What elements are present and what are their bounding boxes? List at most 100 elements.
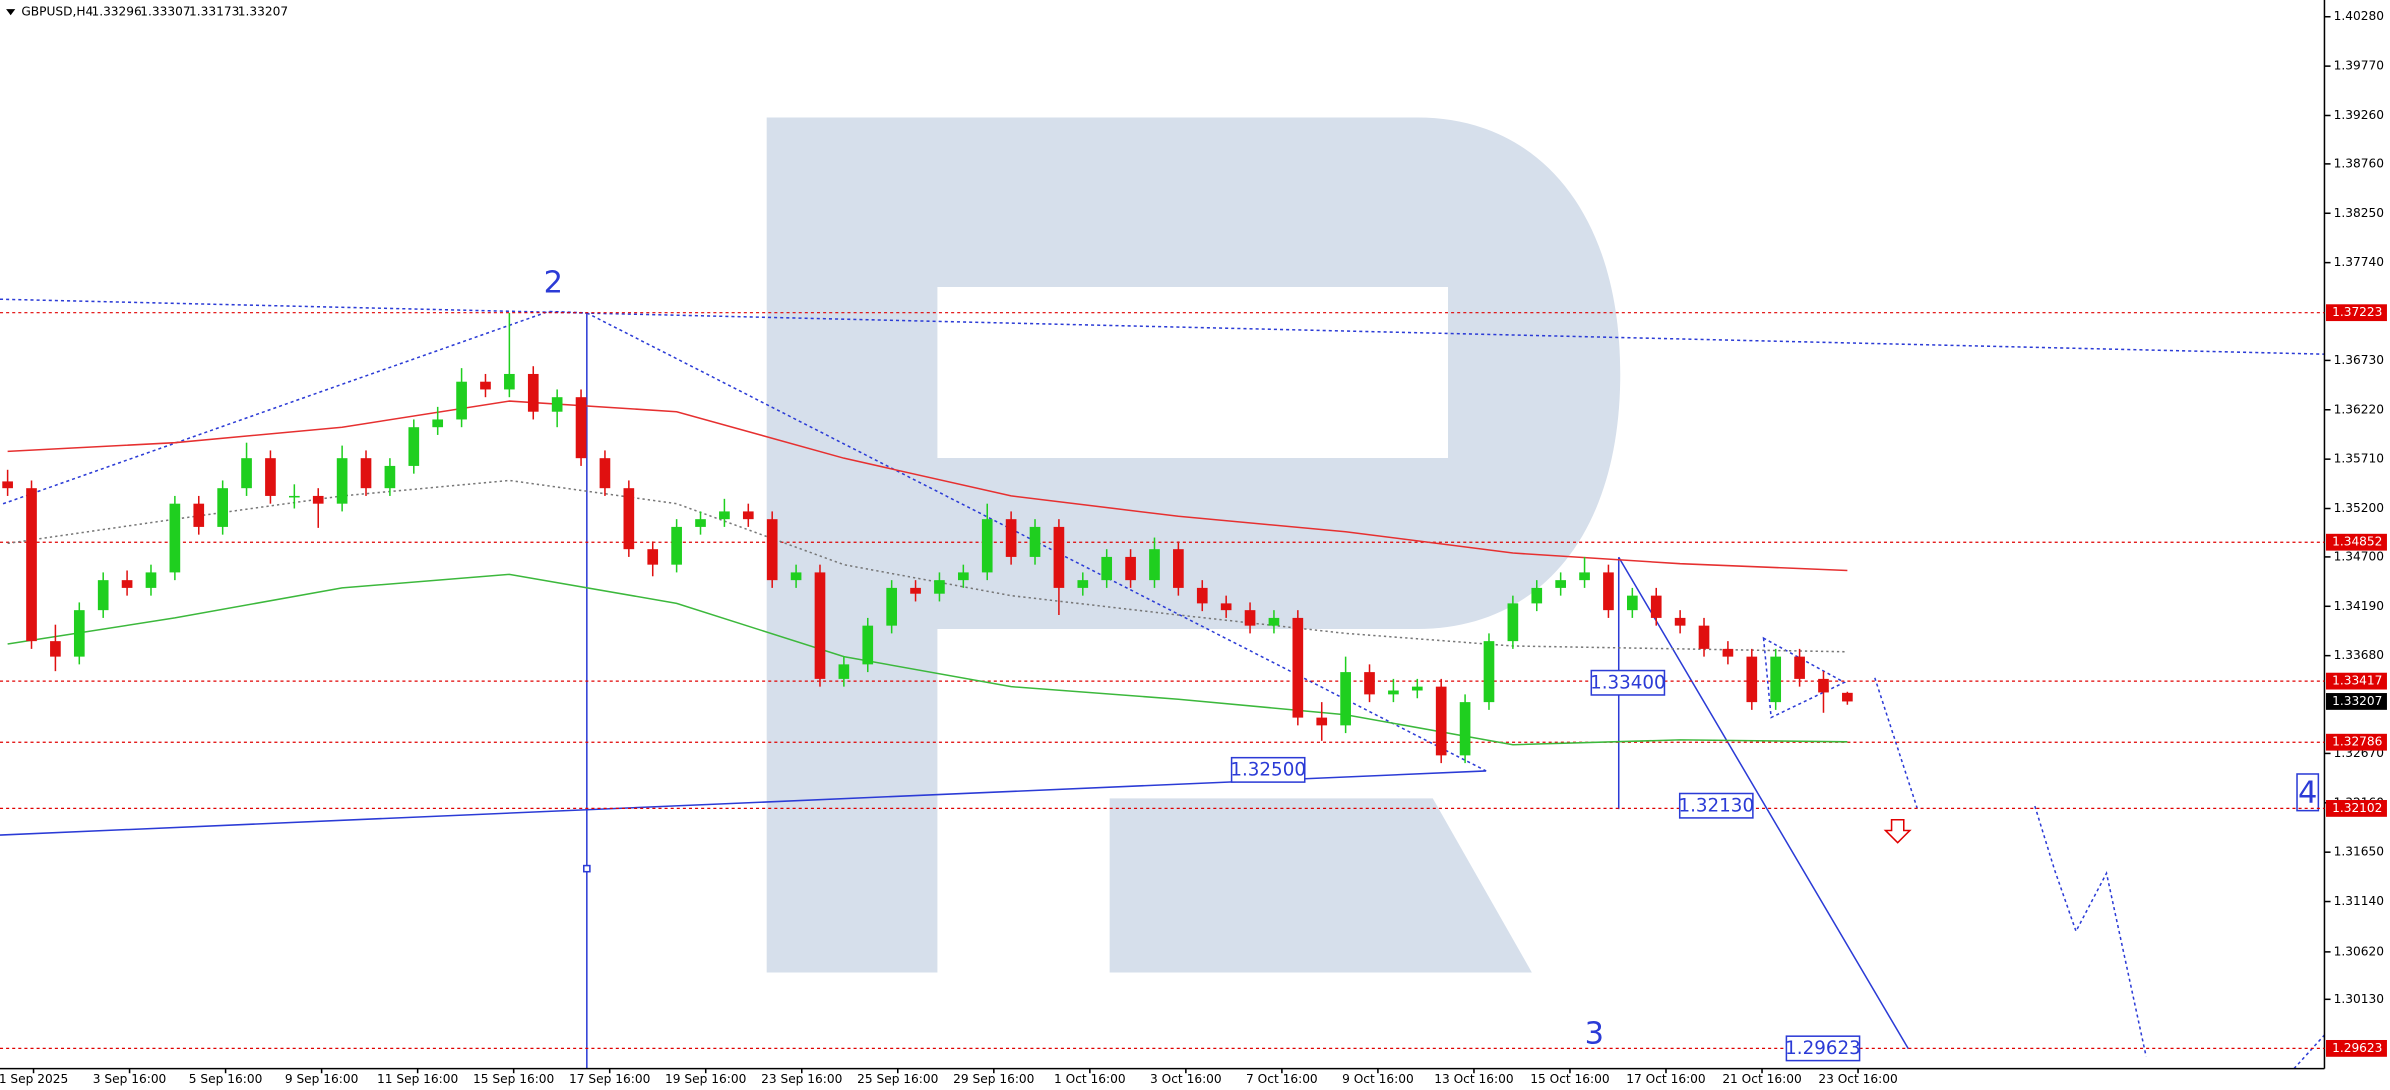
- x-tick-label: 1 Sep 2025: [0, 1072, 68, 1086]
- candle-body: [1292, 617, 1304, 718]
- candle-body: [1125, 556, 1136, 581]
- candle-body: [480, 381, 491, 390]
- candle-body: [981, 519, 993, 573]
- candle-body: [814, 572, 826, 679]
- candle-body: [1459, 702, 1471, 756]
- candle-body: [958, 572, 969, 581]
- candle-body: [671, 526, 682, 565]
- wave-label: 4: [2298, 775, 2317, 810]
- candle-body: [1077, 580, 1089, 588]
- y-tick-label: 1.30620: [2334, 944, 2384, 958]
- candle-body: [289, 495, 300, 498]
- down-arrow: [1883, 819, 1912, 844]
- level-tag: [2325, 1039, 2387, 1057]
- candle-body: [575, 397, 587, 459]
- candle-body: [1053, 526, 1065, 588]
- candle-body: [1722, 648, 1734, 657]
- x-tick-label: 17 Sep 16:00: [569, 1072, 650, 1086]
- candle-body: [193, 503, 205, 527]
- level-label: 1.32102: [2332, 801, 2382, 815]
- candle-body: [169, 503, 181, 573]
- candle-body: [121, 580, 133, 588]
- candle-body: [1316, 717, 1328, 726]
- y-tick-label: 1.38760: [2334, 156, 2384, 170]
- candle-body: [1674, 617, 1686, 626]
- level-label: 1.33417: [2332, 674, 2382, 688]
- annotation-box: [1678, 792, 1754, 819]
- y-tick-label: 1.39770: [2334, 59, 2384, 73]
- level-tag: [2325, 800, 2387, 817]
- candle-body: [1531, 587, 1543, 604]
- header-low: 1.33173: [189, 5, 239, 19]
- candle-body: [1435, 686, 1447, 756]
- candle-body: [1411, 686, 1423, 691]
- y-tick-label: 1.35710: [2334, 452, 2384, 466]
- candle-body: [360, 458, 372, 489]
- y-tick-label: 1.31650: [2334, 845, 2384, 859]
- candle-body: [336, 458, 348, 504]
- candle-body: [790, 572, 802, 581]
- candle-body: [1173, 549, 1184, 588]
- x-tick-label: 1 Oct 16:00: [1054, 1072, 1126, 1086]
- y-tick-label: 1.40280: [2334, 9, 2384, 23]
- candle-body: [1268, 617, 1280, 626]
- x-tick-label: 9 Oct 16:00: [1342, 1072, 1414, 1086]
- x-tick-label: 17 Oct 16:00: [1626, 1072, 1705, 1086]
- candle-body: [1101, 556, 1113, 581]
- candle-body: [1842, 692, 1853, 702]
- y-tick-label: 1.39260: [2334, 108, 2384, 122]
- candle-body: [1220, 603, 1232, 611]
- level-label: 1.34852: [2332, 535, 2382, 549]
- forecast-line: [2034, 805, 2147, 1057]
- candle-body: [1244, 610, 1256, 626]
- x-tick-label: 7 Oct 16:00: [1246, 1072, 1318, 1086]
- candle-body: [1794, 656, 1805, 679]
- candle-body: [384, 465, 396, 489]
- level-label: 1.37223: [2332, 305, 2382, 319]
- y-tick-label: 1.34700: [2334, 549, 2384, 563]
- candle-body: [408, 427, 420, 466]
- candle-body: [1483, 641, 1495, 703]
- x-tick-label: 23 Sep 16:00: [761, 1072, 842, 1086]
- candle-body: [647, 549, 659, 565]
- candle-body: [312, 495, 324, 504]
- symbol-title: GBPUSD,H4: [21, 5, 93, 19]
- x-tick-label: 25 Sep 16:00: [857, 1072, 938, 1086]
- annotation-label: 1.32130: [1678, 795, 1754, 816]
- candle-body: [1364, 672, 1375, 695]
- annotation-label: 1.33400: [1590, 673, 1666, 694]
- annotation-label: 1.29623: [1785, 1038, 1861, 1059]
- candle-body: [1005, 519, 1017, 557]
- candle-body: [766, 519, 778, 581]
- y-tick-label: 1.36220: [2334, 402, 2384, 416]
- watermark-r: [766, 117, 1621, 973]
- candle-body: [719, 511, 730, 520]
- level-tag: [2325, 672, 2387, 690]
- level-tag: [2325, 533, 2387, 551]
- candle-body: [742, 511, 754, 520]
- annotation-box: [1590, 669, 1666, 696]
- candle-body: [1029, 526, 1041, 557]
- candle-body: [1149, 549, 1160, 581]
- candle-body: [50, 641, 61, 657]
- header-close: 1.33207: [238, 5, 288, 19]
- candle-body: [97, 580, 109, 611]
- forecast-line: [2293, 1034, 2326, 1070]
- level-tag: [2325, 733, 2387, 751]
- candle-body: [1388, 690, 1399, 695]
- x-tick-label: 23 Oct 16:00: [1818, 1072, 1897, 1086]
- level-label: 1.32786: [2332, 735, 2382, 749]
- x-tick-label: 19 Sep 16:00: [665, 1072, 746, 1086]
- x-tick-label: 9 Sep 16:00: [285, 1072, 359, 1086]
- candle-body: [1340, 672, 1351, 726]
- candle-body: [145, 572, 157, 588]
- candle-body: [26, 488, 37, 642]
- y-tick-label: 1.31140: [2334, 894, 2384, 908]
- candle-body: [695, 519, 706, 527]
- candle-body: [623, 488, 635, 550]
- y-tick-label: 1.36730: [2334, 353, 2384, 367]
- candle-body: [1507, 603, 1519, 642]
- candle-body: [265, 458, 276, 496]
- x-tick-label: 5 Sep 16:00: [189, 1072, 263, 1086]
- forecast-line: [1874, 677, 1919, 810]
